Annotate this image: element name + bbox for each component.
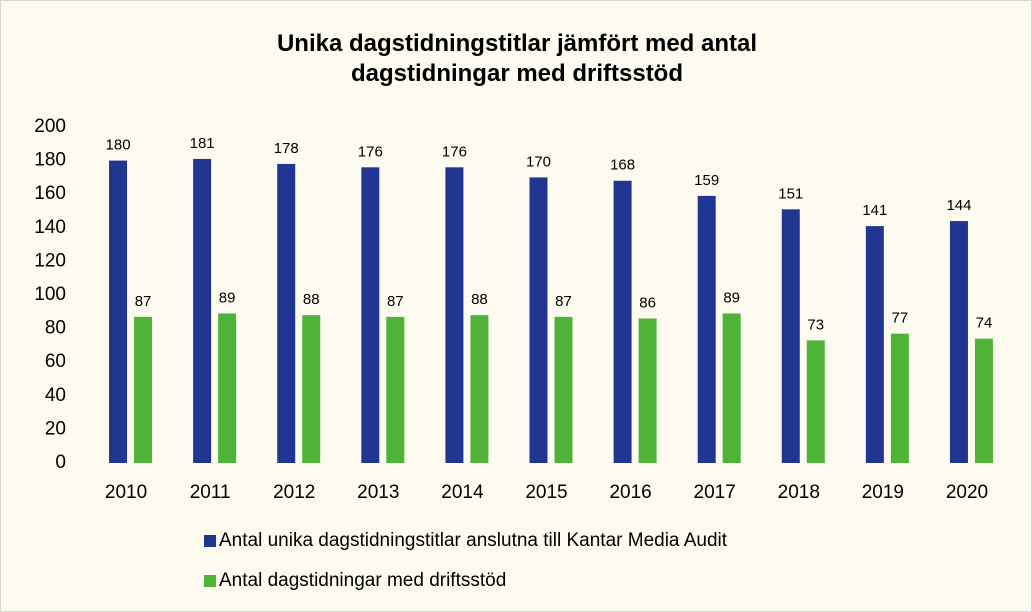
x-tick-label: 2020 bbox=[946, 482, 988, 503]
bar bbox=[361, 167, 380, 463]
y-tick-label: 20 bbox=[45, 418, 66, 439]
data-label: 159 bbox=[694, 172, 719, 189]
x-tick-label: 2017 bbox=[694, 482, 736, 503]
bar bbox=[806, 340, 825, 463]
data-label: 74 bbox=[976, 315, 993, 332]
y-tick-label: 80 bbox=[45, 318, 66, 339]
legend-swatch bbox=[204, 535, 216, 547]
data-label: 87 bbox=[555, 293, 572, 310]
y-tick-label: 180 bbox=[34, 150, 66, 171]
bar bbox=[865, 226, 884, 463]
bar bbox=[109, 160, 128, 463]
bar bbox=[949, 221, 968, 463]
data-label: 144 bbox=[946, 197, 971, 214]
data-label: 87 bbox=[135, 293, 152, 310]
data-label: 176 bbox=[442, 143, 467, 160]
bar bbox=[218, 313, 237, 463]
bar bbox=[470, 315, 489, 463]
bar bbox=[302, 315, 321, 463]
y-tick-label: 200 bbox=[34, 116, 66, 137]
bar bbox=[890, 333, 909, 463]
y-tick-label: 60 bbox=[45, 351, 66, 372]
y-tick-label: 120 bbox=[34, 250, 66, 271]
data-label: 86 bbox=[639, 294, 656, 311]
y-tick-label: 160 bbox=[34, 183, 66, 204]
bar bbox=[134, 316, 153, 463]
y-tick-label: 100 bbox=[34, 284, 66, 305]
bar bbox=[781, 209, 800, 463]
x-tick-label: 2015 bbox=[525, 482, 567, 503]
bar bbox=[193, 158, 212, 464]
data-label: 181 bbox=[190, 135, 215, 152]
data-label: 176 bbox=[358, 143, 383, 160]
bar bbox=[277, 163, 296, 463]
data-label: 141 bbox=[862, 202, 887, 219]
bar bbox=[638, 318, 657, 463]
data-label: 89 bbox=[723, 289, 740, 306]
y-tick-label: 40 bbox=[45, 385, 66, 406]
data-label: 73 bbox=[807, 316, 824, 333]
bar bbox=[386, 316, 405, 463]
x-tick-label: 2014 bbox=[441, 482, 484, 503]
bar bbox=[722, 313, 741, 463]
data-label: 87 bbox=[387, 293, 404, 310]
bar bbox=[974, 338, 993, 463]
data-label: 151 bbox=[778, 185, 803, 202]
x-tick-label: 2011 bbox=[190, 482, 231, 503]
legend-label: Antal unika dagstidningstitlar anslutna … bbox=[219, 530, 728, 551]
data-label: 89 bbox=[219, 289, 236, 306]
legend-swatch bbox=[204, 575, 216, 587]
x-tick-label: 2019 bbox=[862, 482, 904, 503]
x-tick-label: 2018 bbox=[778, 482, 820, 503]
chart-title: Unika dagstidningstitlar jämfört med ant… bbox=[276, 30, 758, 87]
x-tick-label: 2016 bbox=[609, 482, 651, 503]
data-label: 168 bbox=[610, 157, 635, 174]
data-label: 178 bbox=[274, 140, 299, 157]
bar bbox=[697, 195, 716, 463]
x-tick-label: 2010 bbox=[105, 482, 147, 503]
bar bbox=[445, 167, 464, 463]
legend-label: Antal dagstidningar med driftsstöd bbox=[219, 570, 506, 591]
bar bbox=[554, 316, 573, 463]
y-tick-label: 0 bbox=[55, 452, 66, 473]
data-label: 170 bbox=[526, 153, 551, 170]
data-label: 88 bbox=[303, 291, 320, 308]
bar bbox=[613, 180, 632, 463]
y-tick-label: 140 bbox=[34, 217, 66, 238]
x-tick-label: 2012 bbox=[273, 482, 315, 503]
data-label: 88 bbox=[471, 291, 488, 308]
x-tick-label: 2013 bbox=[357, 482, 399, 503]
data-label: 77 bbox=[892, 310, 909, 327]
data-label: 180 bbox=[106, 137, 131, 154]
bar bbox=[529, 177, 548, 463]
